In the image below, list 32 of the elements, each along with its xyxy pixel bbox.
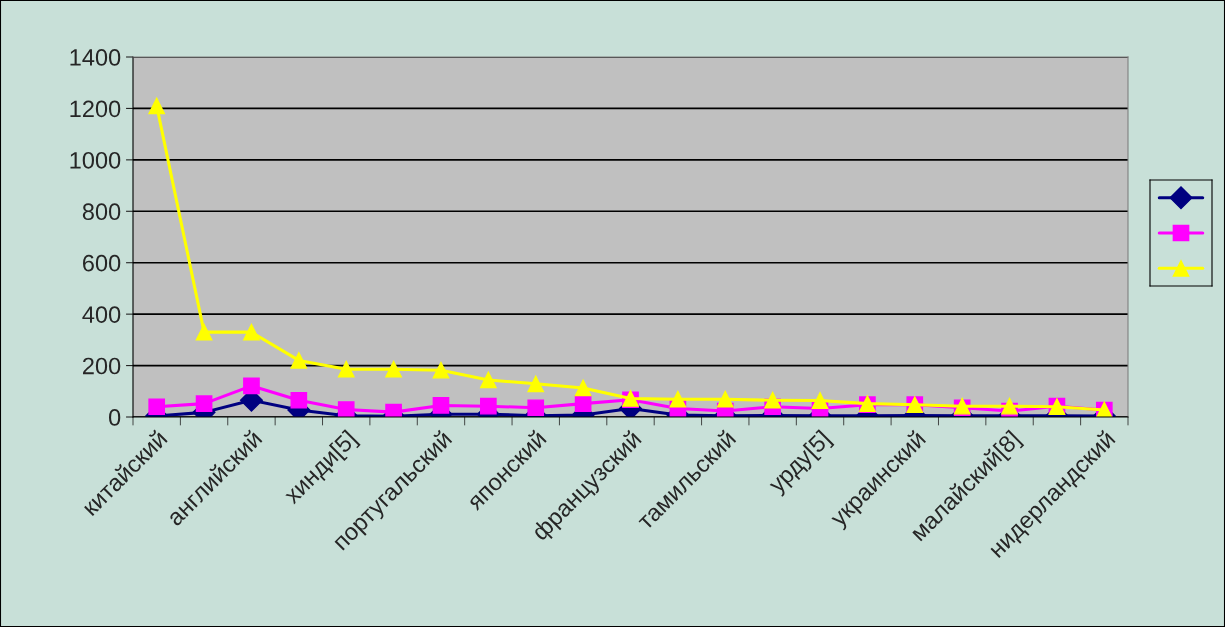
point bbox=[527, 375, 545, 393]
y-tick-label: 400 bbox=[82, 306, 121, 323]
point bbox=[432, 361, 450, 379]
y-tick-label: 200 bbox=[82, 357, 121, 375]
point bbox=[148, 97, 166, 115]
point bbox=[385, 360, 402, 378]
y-tick-label: 1400 bbox=[70, 49, 121, 66]
point bbox=[148, 398, 166, 416]
point bbox=[290, 391, 308, 409]
point bbox=[716, 390, 734, 408]
point bbox=[195, 395, 213, 412]
point bbox=[243, 377, 260, 395]
point bbox=[480, 371, 497, 389]
point bbox=[432, 397, 450, 414]
point bbox=[385, 403, 402, 417]
point bbox=[764, 391, 781, 409]
point bbox=[1001, 397, 1018, 415]
point bbox=[574, 379, 592, 397]
y-tick-label: 600 bbox=[83, 254, 121, 272]
point bbox=[290, 352, 308, 369]
point bbox=[574, 395, 592, 412]
point bbox=[480, 397, 497, 415]
point bbox=[243, 323, 260, 341]
point bbox=[669, 390, 687, 408]
point bbox=[811, 392, 829, 409]
y-tick-label: 1200 bbox=[70, 100, 121, 118]
y-tick-label: 800 bbox=[82, 203, 121, 221]
point bbox=[195, 323, 213, 341]
point bbox=[527, 399, 545, 417]
point bbox=[337, 360, 355, 378]
y-tick-label: 0 bbox=[108, 409, 121, 426]
y-tick-label: 1000 bbox=[70, 151, 121, 169]
